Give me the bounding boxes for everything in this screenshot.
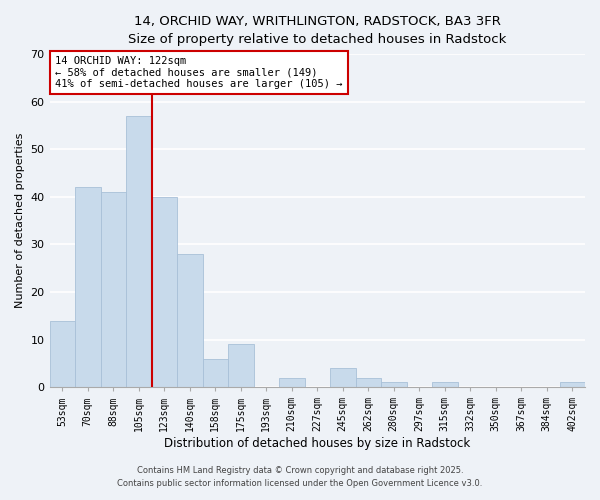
- Bar: [101, 192, 126, 387]
- Text: 14 ORCHID WAY: 122sqm
← 58% of detached houses are smaller (149)
41% of semi-det: 14 ORCHID WAY: 122sqm ← 58% of detached …: [55, 56, 343, 89]
- Bar: [279, 378, 305, 387]
- Bar: [50, 320, 75, 387]
- Bar: [356, 378, 381, 387]
- Bar: [381, 382, 407, 387]
- Bar: [126, 116, 152, 387]
- Y-axis label: Number of detached properties: Number of detached properties: [15, 133, 25, 308]
- X-axis label: Distribution of detached houses by size in Radstock: Distribution of detached houses by size …: [164, 437, 470, 450]
- Bar: [560, 382, 585, 387]
- Title: 14, ORCHID WAY, WRITHLINGTON, RADSTOCK, BA3 3FR
Size of property relative to det: 14, ORCHID WAY, WRITHLINGTON, RADSTOCK, …: [128, 15, 506, 46]
- Bar: [177, 254, 203, 387]
- Text: Contains HM Land Registry data © Crown copyright and database right 2025.
Contai: Contains HM Land Registry data © Crown c…: [118, 466, 482, 487]
- Bar: [203, 358, 228, 387]
- Bar: [228, 344, 254, 387]
- Bar: [152, 197, 177, 387]
- Bar: [75, 188, 101, 387]
- Bar: [330, 368, 356, 387]
- Bar: [432, 382, 458, 387]
